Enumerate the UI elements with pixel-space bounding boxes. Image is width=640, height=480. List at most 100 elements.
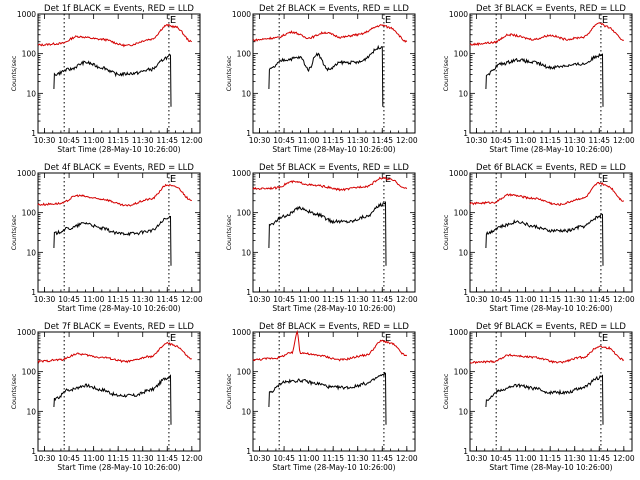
y-tick-label: 1000 xyxy=(17,10,36,19)
y-tick-label: 1 xyxy=(31,129,36,138)
x-tick-label: 10:30 xyxy=(249,136,271,145)
x-tick-label: 10:45 xyxy=(490,136,512,145)
events-series-line xyxy=(485,213,604,266)
x-tick-label: 10:45 xyxy=(273,295,295,304)
y-axis-label: Counts/sec xyxy=(442,55,450,91)
y-tick-label: 1 xyxy=(31,288,36,297)
plot-frame xyxy=(37,331,201,452)
x-tick-label: 11:45 xyxy=(588,295,610,304)
plot-frame xyxy=(469,13,633,134)
y-tick-label: 1 xyxy=(31,447,36,456)
panel-title: Det 8f BLACK = Events, RED = LLD xyxy=(259,322,409,332)
events-series-line xyxy=(268,371,387,425)
x-tick-label: 10:30 xyxy=(34,295,56,304)
x-tick-label: 12:00 xyxy=(613,136,635,145)
x-tick-label: 11:00 xyxy=(298,295,320,304)
y-tick-label: 1000 xyxy=(17,169,36,178)
x-tick-label: 12:00 xyxy=(181,454,203,463)
x-axis-label: Start Time (28-May-10 10:26:00) xyxy=(489,145,612,154)
events-series-line xyxy=(53,374,172,425)
y-tick-label: 1000 xyxy=(17,328,36,337)
lld-series-line xyxy=(252,176,408,192)
y-tick-label: 1 xyxy=(246,288,251,297)
x-tick-label: 11:45 xyxy=(588,136,610,145)
y-tick-label: 100 xyxy=(22,50,37,59)
detector-panel: Det 5f BLACK = Events, RED = LLD 1 10 100 10… xyxy=(225,163,418,313)
x-tick-label: 12:00 xyxy=(181,136,203,145)
x-axis-label: Start Time (28-May-10 10:26:00) xyxy=(272,145,395,154)
x-tick-label: 10:45 xyxy=(490,454,512,463)
plot-frame xyxy=(37,172,201,293)
detector-panel: Det 7f BLACK = Events, RED = LLD 1 10 100 10… xyxy=(10,322,203,472)
x-tick-label: 11:30 xyxy=(347,454,369,463)
y-tick-label: 10 xyxy=(458,89,468,98)
x-axis-label: Start Time (28-May-10 10:26:00) xyxy=(272,304,395,313)
x-tick-label: 10:30 xyxy=(466,454,488,463)
plot-frame xyxy=(252,172,416,293)
x-tick-label: 11:00 xyxy=(298,454,320,463)
x-axis-label: Start Time (28-May-10 10:26:00) xyxy=(57,145,180,154)
y-tick-label: 1000 xyxy=(449,10,468,19)
x-tick-label: 11:15 xyxy=(107,136,129,145)
y-tick-label: 1000 xyxy=(232,10,251,19)
y-tick-label: 10 xyxy=(458,407,468,416)
y-tick-label: 1000 xyxy=(449,169,468,178)
x-tick-label: 11:45 xyxy=(588,454,610,463)
time-marker-label: E xyxy=(602,174,608,185)
lld-series-line xyxy=(37,23,193,48)
y-tick-label: 100 xyxy=(22,209,37,218)
y-tick-label: 100 xyxy=(454,209,469,218)
time-marker-label: E xyxy=(170,174,176,185)
x-tick-label: 10:30 xyxy=(34,136,56,145)
events-series-line xyxy=(268,44,384,107)
x-tick-label: 11:00 xyxy=(83,136,105,145)
x-tick-label: 11:00 xyxy=(515,136,537,145)
detector-panel: Det 6f BLACK = Events, RED = LLD 1 10 100 10… xyxy=(442,163,635,313)
y-tick-label: 100 xyxy=(237,368,252,377)
x-tick-label: 11:15 xyxy=(107,295,129,304)
detector-panel: Det 8f BLACK = Events, RED = LLD 1 10 100 10… xyxy=(225,322,418,472)
plot-frame xyxy=(252,13,416,134)
x-tick-label: 10:30 xyxy=(34,454,56,463)
events-series-line xyxy=(268,200,387,266)
panel-title: Det 2f BLACK = Events, RED = LLD xyxy=(259,4,409,14)
x-tick-label: 10:30 xyxy=(466,295,488,304)
detector-panel: Det 9f BLACK = Events, RED = LLD 1 10 100 10… xyxy=(442,322,635,472)
events-series-line xyxy=(53,53,172,107)
x-tick-label: 11:15 xyxy=(539,454,561,463)
x-axis-label: Start Time (28-May-10 10:26:00) xyxy=(57,463,180,472)
x-tick-label: 12:00 xyxy=(613,295,635,304)
y-tick-label: 10 xyxy=(458,248,468,257)
y-tick-label: 100 xyxy=(237,209,252,218)
y-tick-label: 1 xyxy=(463,288,468,297)
x-tick-label: 10:45 xyxy=(58,136,80,145)
y-axis-label: Counts/sec xyxy=(10,373,18,409)
x-tick-label: 10:30 xyxy=(249,454,271,463)
panel-title: Det 4f BLACK = Events, RED = LLD xyxy=(44,163,194,173)
y-axis-label: Counts/sec xyxy=(225,373,233,409)
x-tick-label: 10:45 xyxy=(490,295,512,304)
y-tick-label: 1000 xyxy=(232,328,251,337)
y-tick-label: 100 xyxy=(454,368,469,377)
x-tick-label: 11:15 xyxy=(539,295,561,304)
x-tick-label: 10:30 xyxy=(466,136,488,145)
x-tick-label: 11:45 xyxy=(371,295,393,304)
detector-panel: Det 1f BLACK = Events, RED = LLD 1 10 100 10… xyxy=(10,4,203,154)
plot-frame xyxy=(469,331,633,452)
x-tick-label: 11:15 xyxy=(107,454,129,463)
x-tick-label: 11:15 xyxy=(539,136,561,145)
y-axis-label: Counts/sec xyxy=(442,373,450,409)
x-tick-label: 11:00 xyxy=(515,454,537,463)
x-tick-label: 10:45 xyxy=(58,454,80,463)
panel-title: Det 3f BLACK = Events, RED = LLD xyxy=(476,4,626,14)
y-tick-label: 1 xyxy=(463,447,468,456)
panel-title: Det 7f BLACK = Events, RED = LLD xyxy=(44,322,194,332)
y-tick-label: 10 xyxy=(26,407,36,416)
x-tick-label: 11:30 xyxy=(564,454,586,463)
y-axis-label: Counts/sec xyxy=(225,55,233,91)
detector-panel: Det 2f BLACK = Events, RED = LLD 1 10 100 10… xyxy=(225,4,418,154)
x-tick-label: 10:45 xyxy=(273,136,295,145)
y-tick-label: 10 xyxy=(26,89,36,98)
x-tick-label: 11:30 xyxy=(132,295,154,304)
